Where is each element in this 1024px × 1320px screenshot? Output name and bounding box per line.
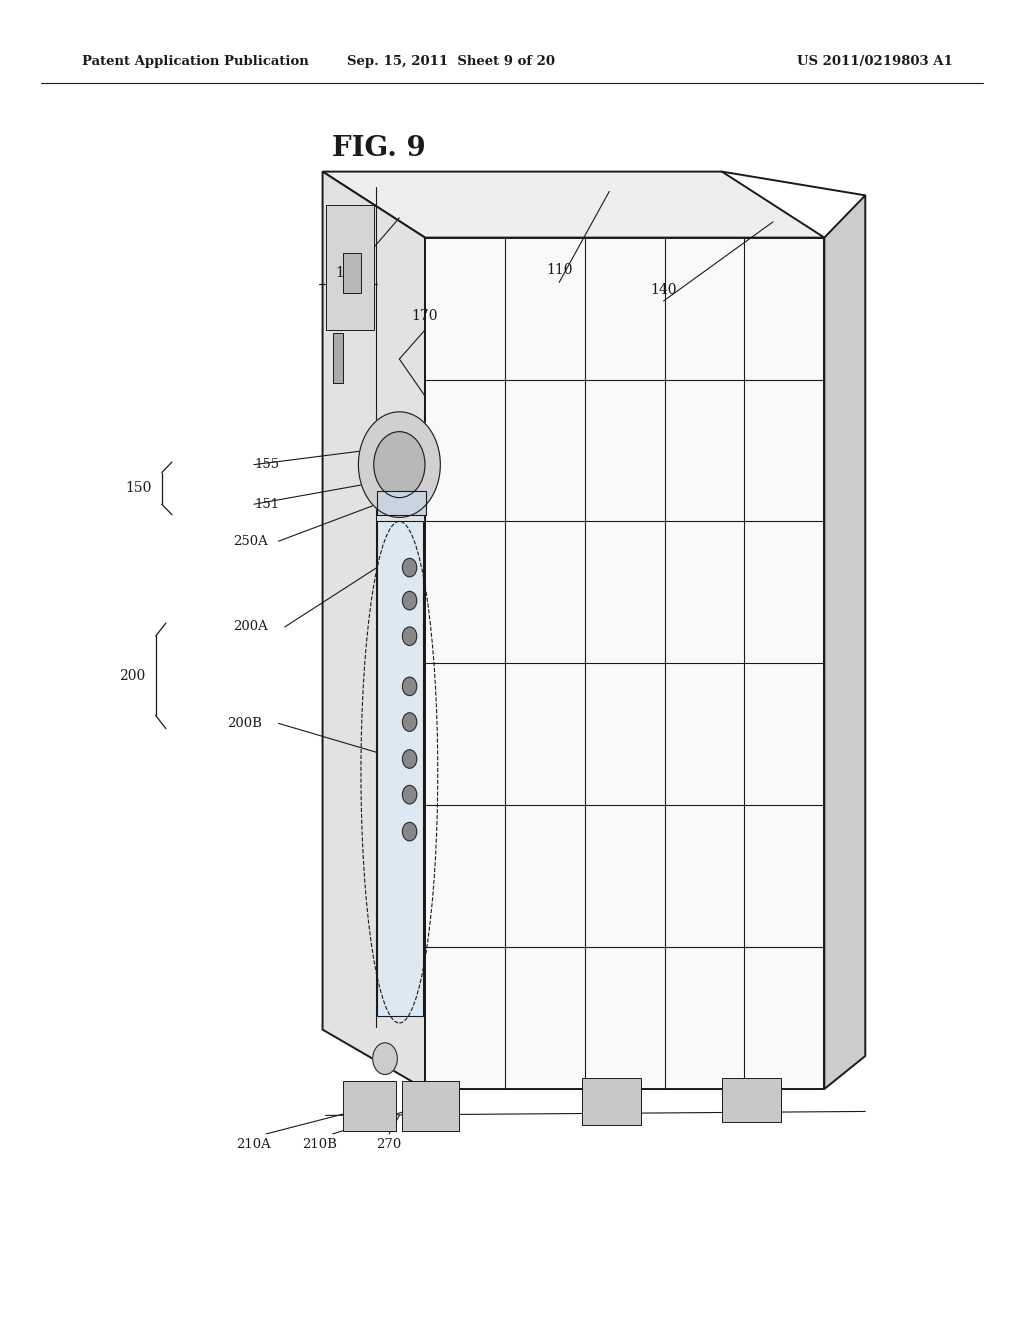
FancyBboxPatch shape — [722, 1078, 781, 1122]
Circle shape — [402, 558, 417, 577]
Circle shape — [402, 677, 417, 696]
Circle shape — [402, 627, 417, 645]
Polygon shape — [323, 172, 824, 238]
Text: 151: 151 — [254, 498, 280, 511]
Text: 200B: 200B — [227, 717, 262, 730]
FancyBboxPatch shape — [333, 333, 343, 383]
Text: 100: 100 — [335, 265, 361, 280]
Text: 270: 270 — [377, 1138, 401, 1151]
FancyBboxPatch shape — [343, 1081, 396, 1131]
Circle shape — [374, 432, 425, 498]
Polygon shape — [425, 238, 824, 1089]
Text: 200: 200 — [119, 669, 145, 682]
Circle shape — [358, 412, 440, 517]
Polygon shape — [323, 172, 425, 1089]
Text: 140: 140 — [650, 282, 677, 297]
FancyBboxPatch shape — [343, 253, 361, 293]
FancyBboxPatch shape — [582, 1078, 641, 1125]
Text: US 2011/0219803 A1: US 2011/0219803 A1 — [797, 55, 952, 69]
Text: 150: 150 — [125, 482, 152, 495]
Text: 210B: 210B — [302, 1138, 337, 1151]
Circle shape — [373, 1043, 397, 1074]
FancyBboxPatch shape — [377, 521, 423, 1016]
FancyBboxPatch shape — [326, 205, 374, 330]
Circle shape — [402, 591, 417, 610]
Circle shape — [402, 713, 417, 731]
FancyBboxPatch shape — [377, 491, 426, 515]
Circle shape — [402, 750, 417, 768]
Polygon shape — [824, 195, 865, 1089]
Text: Patent Application Publication: Patent Application Publication — [82, 55, 308, 69]
Text: 250A: 250A — [233, 535, 268, 548]
Circle shape — [402, 785, 417, 804]
Text: 155: 155 — [254, 458, 280, 471]
Text: FIG. 9: FIG. 9 — [332, 135, 426, 161]
FancyBboxPatch shape — [402, 1081, 459, 1131]
Circle shape — [402, 822, 417, 841]
Text: 210A: 210A — [237, 1138, 271, 1151]
Text: Sep. 15, 2011  Sheet 9 of 20: Sep. 15, 2011 Sheet 9 of 20 — [346, 55, 555, 69]
Text: 110: 110 — [546, 263, 572, 277]
Text: 170: 170 — [412, 309, 438, 323]
Text: 200A: 200A — [233, 620, 268, 634]
